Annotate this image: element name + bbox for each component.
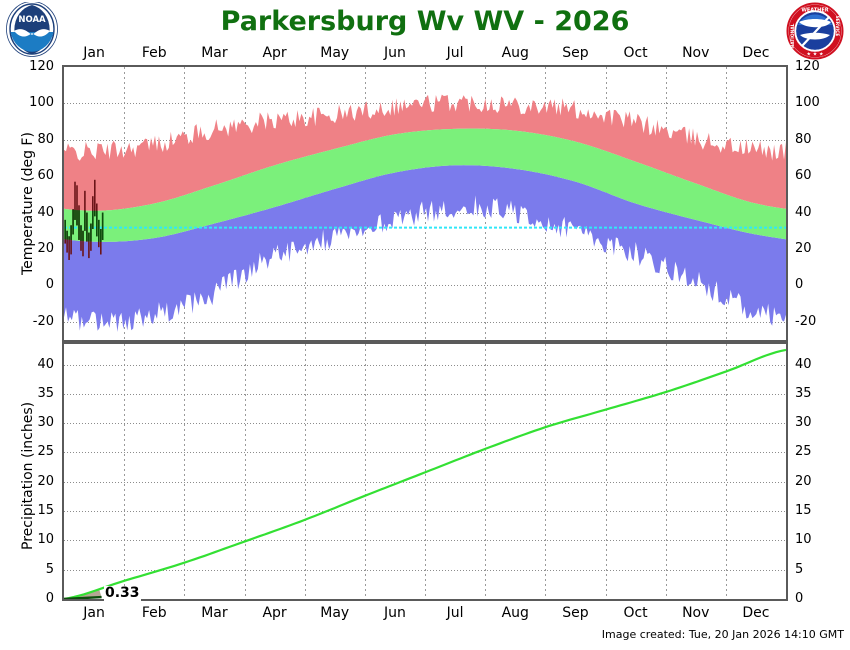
- precipitation-ytick-left-30: 30: [37, 415, 54, 431]
- temperature-chart: [62, 65, 788, 342]
- temperature-xtick-jul: Jul: [446, 45, 464, 61]
- temperature-ytick-right-120: 120: [795, 59, 820, 74]
- temperature-ytick-right-40: 40: [795, 204, 812, 220]
- precipitation-xtick-nov: Nov: [682, 605, 710, 621]
- precip-actual-annotation: 0.33: [104, 585, 141, 601]
- precipitation-ytick-right-10: 10: [795, 532, 812, 548]
- temperature-ytick-right-20: 20: [795, 241, 812, 256]
- temperature-ytick-right--20: -20: [795, 313, 817, 329]
- precipitation-xtick-jan: Jan: [83, 605, 105, 621]
- precipitation-ytick-left-25: 25: [37, 444, 54, 460]
- precipitation-ytick-left-15: 15: [37, 503, 54, 519]
- precipitation-xtick-mar: Mar: [201, 605, 228, 621]
- temperature-xtick-oct: Oct: [623, 45, 648, 61]
- precipitation-xtick-jun: Jun: [383, 605, 406, 621]
- svg-text:WEATHER: WEATHER: [801, 8, 828, 14]
- precipitation-ytick-right-0: 0: [795, 591, 804, 606]
- precipitation-ytick-left-0: 0: [45, 591, 54, 606]
- precipitation-ytick-left-20: 20: [37, 473, 54, 489]
- temperature-ytick-left-100: 100: [29, 95, 54, 111]
- precipitation-ytick-right-35: 35: [795, 385, 812, 401]
- precipitation-ytick-right-20: 20: [795, 473, 812, 489]
- temperature-ytick-right-0: 0: [795, 277, 804, 293]
- svg-text:SERVICE: SERVICE: [834, 16, 840, 37]
- precipitation-ytick-right-15: 15: [795, 503, 812, 519]
- precipitation-ytick-right-40: 40: [795, 356, 812, 372]
- temperature-ytick-right-60: 60: [795, 168, 812, 184]
- precipitation-ytick-left-5: 5: [45, 561, 54, 577]
- precipitation-ytick-left-40: 40: [37, 356, 54, 372]
- precipitation-ytick-right-30: 30: [795, 415, 812, 431]
- temperature-ytick-left-20: 20: [37, 241, 54, 256]
- temperature-xtick-feb: Feb: [141, 45, 167, 61]
- temperature-xtick-apr: Apr: [262, 45, 287, 61]
- precipitation-ytick-left-35: 35: [37, 385, 54, 401]
- temperature-ytick-left--20: -20: [32, 313, 54, 329]
- precipitation-xtick-sep: Sep: [562, 605, 589, 621]
- temperature-ytick-left-120: 120: [29, 59, 54, 74]
- temperature-ytick-left-60: 60: [37, 168, 54, 184]
- precipitation-ytick-left-10: 10: [37, 532, 54, 548]
- precipitation-chart-canvas: [64, 344, 786, 599]
- nws-logo: WEATHER ★ ★ ★ NATIONAL SERVICE: [786, 2, 844, 60]
- svg-text:NATIONAL: NATIONAL: [790, 23, 796, 48]
- temperature-xtick-aug: Aug: [501, 45, 529, 61]
- temperature-xtick-mar: Mar: [201, 45, 228, 61]
- precipitation-xtick-may: May: [320, 605, 350, 621]
- image-created-timestamp: Image created: Tue, 20 Jan 2026 14:10 GM…: [601, 628, 844, 641]
- temperature-ytick-right-100: 100: [795, 95, 820, 111]
- temperature-ytick-right-80: 80: [795, 131, 812, 147]
- temperature-ytick-left-80: 80: [37, 131, 54, 147]
- temperature-xtick-nov: Nov: [682, 45, 710, 61]
- temperature-xtick-jan: Jan: [83, 45, 105, 61]
- precipitation-ytick-right-25: 25: [795, 444, 812, 460]
- temperature-xtick-sep: Sep: [562, 45, 589, 61]
- temperature-xtick-jun: Jun: [383, 45, 406, 61]
- precipitation-xtick-oct: Oct: [623, 605, 648, 621]
- precipitation-xtick-dec: Dec: [742, 605, 770, 621]
- page-header: NOAA Parkersburg Wv WV - 2026 WEATHER ★ …: [0, 0, 850, 62]
- temperature-ytick-left-40: 40: [37, 204, 54, 220]
- noaa-logo: NOAA: [4, 2, 60, 58]
- precipitation-xtick-jul: Jul: [446, 605, 464, 621]
- precipitation-ytick-right-5: 5: [795, 561, 804, 577]
- precipitation-xtick-apr: Apr: [262, 605, 287, 621]
- precipitation-chart: [62, 342, 788, 601]
- temperature-ytick-left-0: 0: [45, 277, 54, 293]
- precipitation-xtick-feb: Feb: [141, 605, 167, 621]
- temperature-xtick-may: May: [320, 45, 350, 61]
- svg-text:★ ★ ★: ★ ★ ★: [807, 52, 824, 58]
- svg-text:NOAA: NOAA: [18, 15, 46, 25]
- precipitation-xtick-aug: Aug: [501, 605, 529, 621]
- page-title: Parkersburg Wv WV - 2026: [220, 6, 630, 37]
- temperature-xtick-dec: Dec: [742, 45, 770, 61]
- temperature-chart-canvas: [64, 67, 786, 340]
